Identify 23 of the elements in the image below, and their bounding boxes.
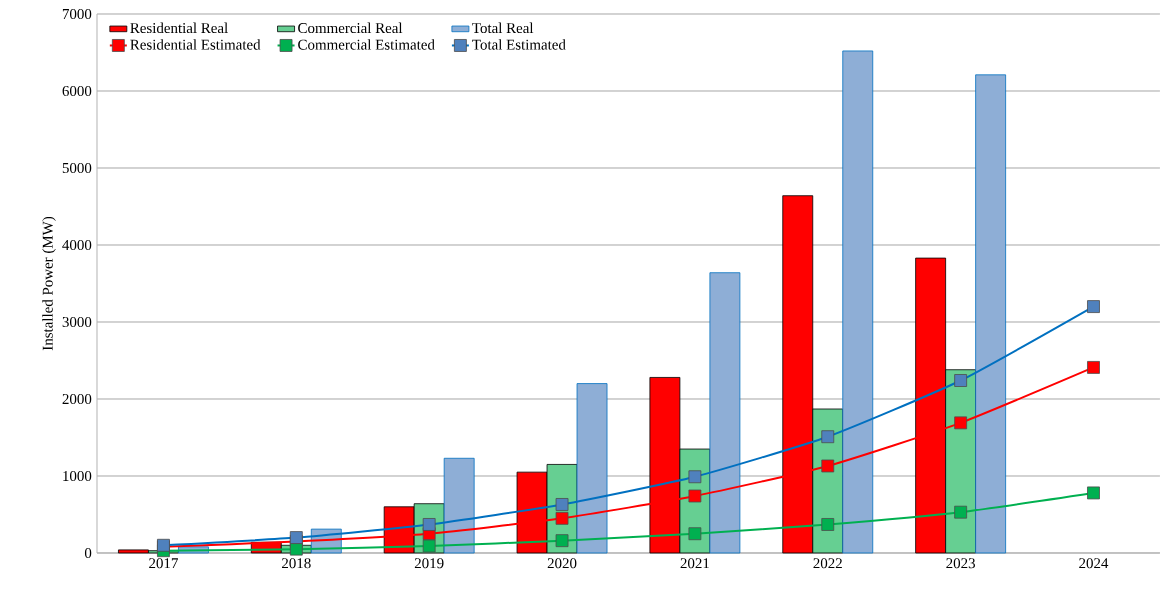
x-tick-label: 2020 [547, 558, 577, 569]
y-tick-label: 3000 [62, 316, 92, 328]
y-tick-label: 2000 [62, 393, 92, 405]
legend-label: Residential Estimated [130, 39, 261, 50]
legend-label: Residential Real [130, 22, 228, 34]
y-tick-label: 6000 [62, 85, 92, 97]
y-tick-label: 5000 [62, 162, 92, 174]
legend-label: Commercial Real [298, 22, 403, 34]
x-tick-label: 2024 [1079, 558, 1109, 569]
y-tick-label: 4000 [62, 239, 92, 251]
legend-label: Total Real [472, 22, 534, 34]
x-tick-label: 2021 [680, 558, 709, 569]
x-tick-label: 2019 [414, 558, 444, 569]
legend-label: Commercial Estimated [298, 39, 435, 50]
x-tick-label: 2023 [946, 558, 975, 569]
x-tick-label: 2018 [282, 558, 311, 569]
y-tick-label: 1000 [63, 470, 92, 482]
x-tick-label: 2017 [149, 558, 178, 569]
y-tick-label: 0 [84, 547, 92, 559]
x-tick-label: 2022 [813, 558, 842, 569]
legend-label: Total Estimated [472, 39, 566, 50]
y-tick-label: 7000 [62, 8, 92, 20]
y-axis-title: Installed Power (MW) [42, 216, 56, 351]
